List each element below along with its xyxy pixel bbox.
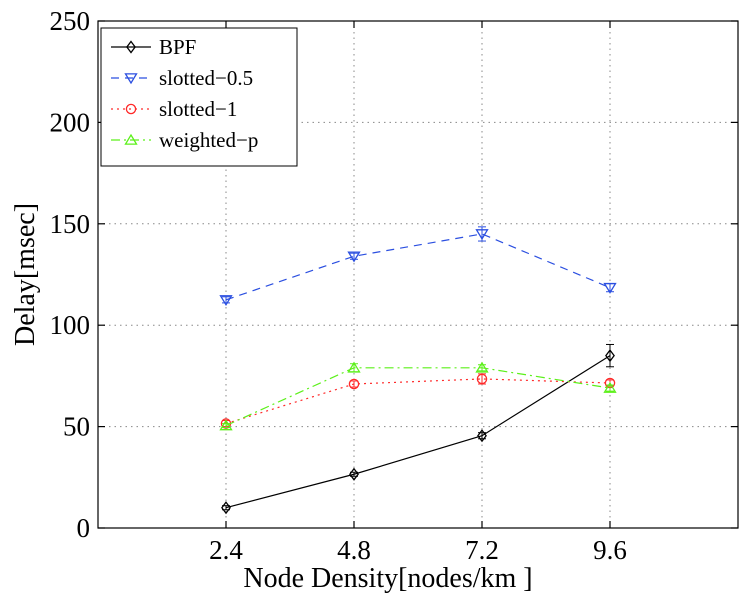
data-point: [475, 229, 489, 241]
legend-item-slotted-1: slotted−1: [111, 97, 237, 121]
data-point: [477, 429, 487, 443]
data-point: [221, 501, 231, 515]
legend-marker: [124, 133, 138, 145]
legend-label: slotted−1: [159, 97, 237, 121]
plot-frame: [97, 20, 739, 529]
data-point: [219, 295, 233, 307]
data-point: [348, 378, 360, 390]
x-tick-label: 4.8: [337, 535, 371, 565]
data-point: [476, 373, 488, 385]
data-point: [349, 467, 359, 481]
y-axis-label: Delay[msec]: [10, 203, 41, 346]
data-point: [347, 361, 361, 373]
legend-item-slotted-0-5: slotted−0.5: [111, 66, 253, 90]
grid: [98, 21, 738, 528]
y-tick-label: 0: [77, 513, 91, 543]
series-slotted-0-5: [219, 226, 617, 307]
series-line-weighted-p: [225, 367, 611, 427]
legend-box: [100, 27, 298, 167]
x-tick-label: 2.4: [209, 535, 243, 565]
x-axis-label: Node Density[nodes/km ]: [243, 563, 532, 594]
x-tick-label: 7.2: [465, 535, 499, 565]
y-tick-label: 200: [50, 107, 91, 137]
x-tick-label: 9.6: [593, 535, 627, 565]
legend-label: BPF: [159, 35, 196, 59]
y-tick-label: 250: [50, 6, 91, 36]
data-point: [347, 251, 361, 263]
data-point: [603, 282, 617, 294]
data-point: [475, 361, 489, 373]
legend: BPF slotted−0.5 slotted−1 weighted−p: [100, 27, 298, 167]
legend-marker: [125, 103, 137, 115]
legend-label: weighted−p: [159, 128, 258, 152]
series-line-slotted-0-5: [225, 233, 611, 301]
data-point: [605, 349, 615, 363]
legend-marker: [124, 73, 138, 85]
series-bpf: [221, 343, 615, 515]
data-point: [603, 381, 617, 393]
series-weighted-p: [219, 361, 617, 431]
legend-marker: [126, 40, 136, 54]
y-tick-label: 100: [50, 310, 91, 340]
series: [219, 226, 617, 515]
y-tick-label: 50: [63, 412, 90, 442]
series-line-slotted-1: [225, 378, 611, 425]
legend-item-weighted-p: weighted−p: [111, 128, 258, 152]
legend-item-bpf: BPF: [111, 35, 196, 59]
series-line-bpf: [225, 355, 611, 509]
data-point: [219, 419, 233, 431]
y-tick-label: 150: [50, 209, 91, 239]
axis-ticks: 2.4 4.8 7.2 9.6 0 50 100 150 200 250: [50, 6, 738, 565]
legend-label: slotted−0.5: [159, 66, 253, 90]
